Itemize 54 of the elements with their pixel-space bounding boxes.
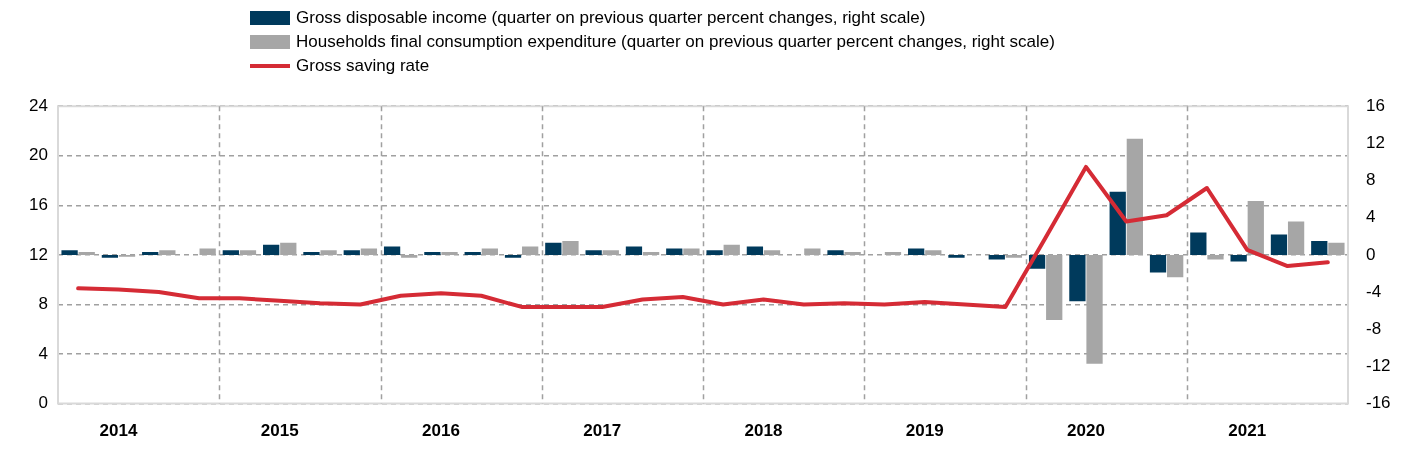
bar — [948, 254, 965, 258]
y-tick-label: 0 — [38, 393, 48, 413]
bar — [827, 250, 844, 255]
y-tick-label: 24 — [29, 95, 48, 115]
legend-label: Gross disposable income (quarter on previous quarter percent changes, right scale) — [296, 8, 926, 28]
bar — [263, 244, 280, 255]
bar — [101, 254, 119, 258]
x-tick-label: 2015 — [260, 421, 299, 441]
bar — [222, 250, 239, 255]
bar — [383, 246, 401, 255]
x-tick-label: 2020 — [1067, 421, 1105, 441]
y2-tick-label: -16 — [1366, 393, 1391, 413]
y-tick-label: 20 — [29, 145, 48, 165]
y2-tick-label: 0 — [1366, 244, 1376, 264]
bar — [706, 250, 723, 255]
y2-tick-label: 16 — [1366, 95, 1385, 115]
y2-tick-label: -12 — [1366, 356, 1391, 376]
y2-tick-label: 12 — [1366, 133, 1385, 153]
y-tick-label: 16 — [29, 195, 48, 215]
bar — [303, 252, 320, 255]
y-tick-label: 8 — [38, 294, 48, 314]
y-tick-label: 12 — [29, 244, 48, 264]
bar — [1190, 232, 1207, 255]
bar — [908, 248, 925, 255]
x-tick-label: 2019 — [905, 421, 944, 441]
y2-tick-label: -4 — [1366, 281, 1382, 301]
y2-tick-label: 4 — [1366, 207, 1376, 227]
bar — [585, 250, 602, 255]
y-tick-label: 4 — [38, 343, 48, 363]
bar — [1149, 254, 1167, 273]
bar — [464, 252, 481, 255]
bar — [343, 250, 360, 255]
bar — [988, 254, 1005, 260]
bar — [1270, 234, 1288, 255]
legend-label: Gross saving rate — [296, 56, 430, 76]
x-tick-label: 2016 — [422, 421, 460, 441]
x-tick-label: 2018 — [744, 421, 783, 441]
bar — [625, 246, 643, 255]
x-tick-label: 2021 — [1228, 421, 1267, 441]
x-tick-label: 2014 — [99, 421, 138, 441]
bar — [666, 248, 683, 255]
y2-tick-label: -8 — [1366, 318, 1382, 338]
bar — [746, 246, 764, 255]
bar — [1230, 254, 1247, 262]
bar — [1311, 240, 1328, 255]
bar — [504, 254, 522, 258]
x-tick-label: 2017 — [583, 421, 622, 441]
bar — [545, 242, 562, 255]
bar — [424, 252, 441, 255]
bar — [61, 250, 78, 255]
y2-tick-label: 8 — [1366, 170, 1376, 190]
bar — [1069, 254, 1086, 302]
bar — [142, 252, 159, 255]
legend-label: Households final consumption expenditure (quarter on previous quarter percent changes, right scale) — [296, 32, 1055, 52]
